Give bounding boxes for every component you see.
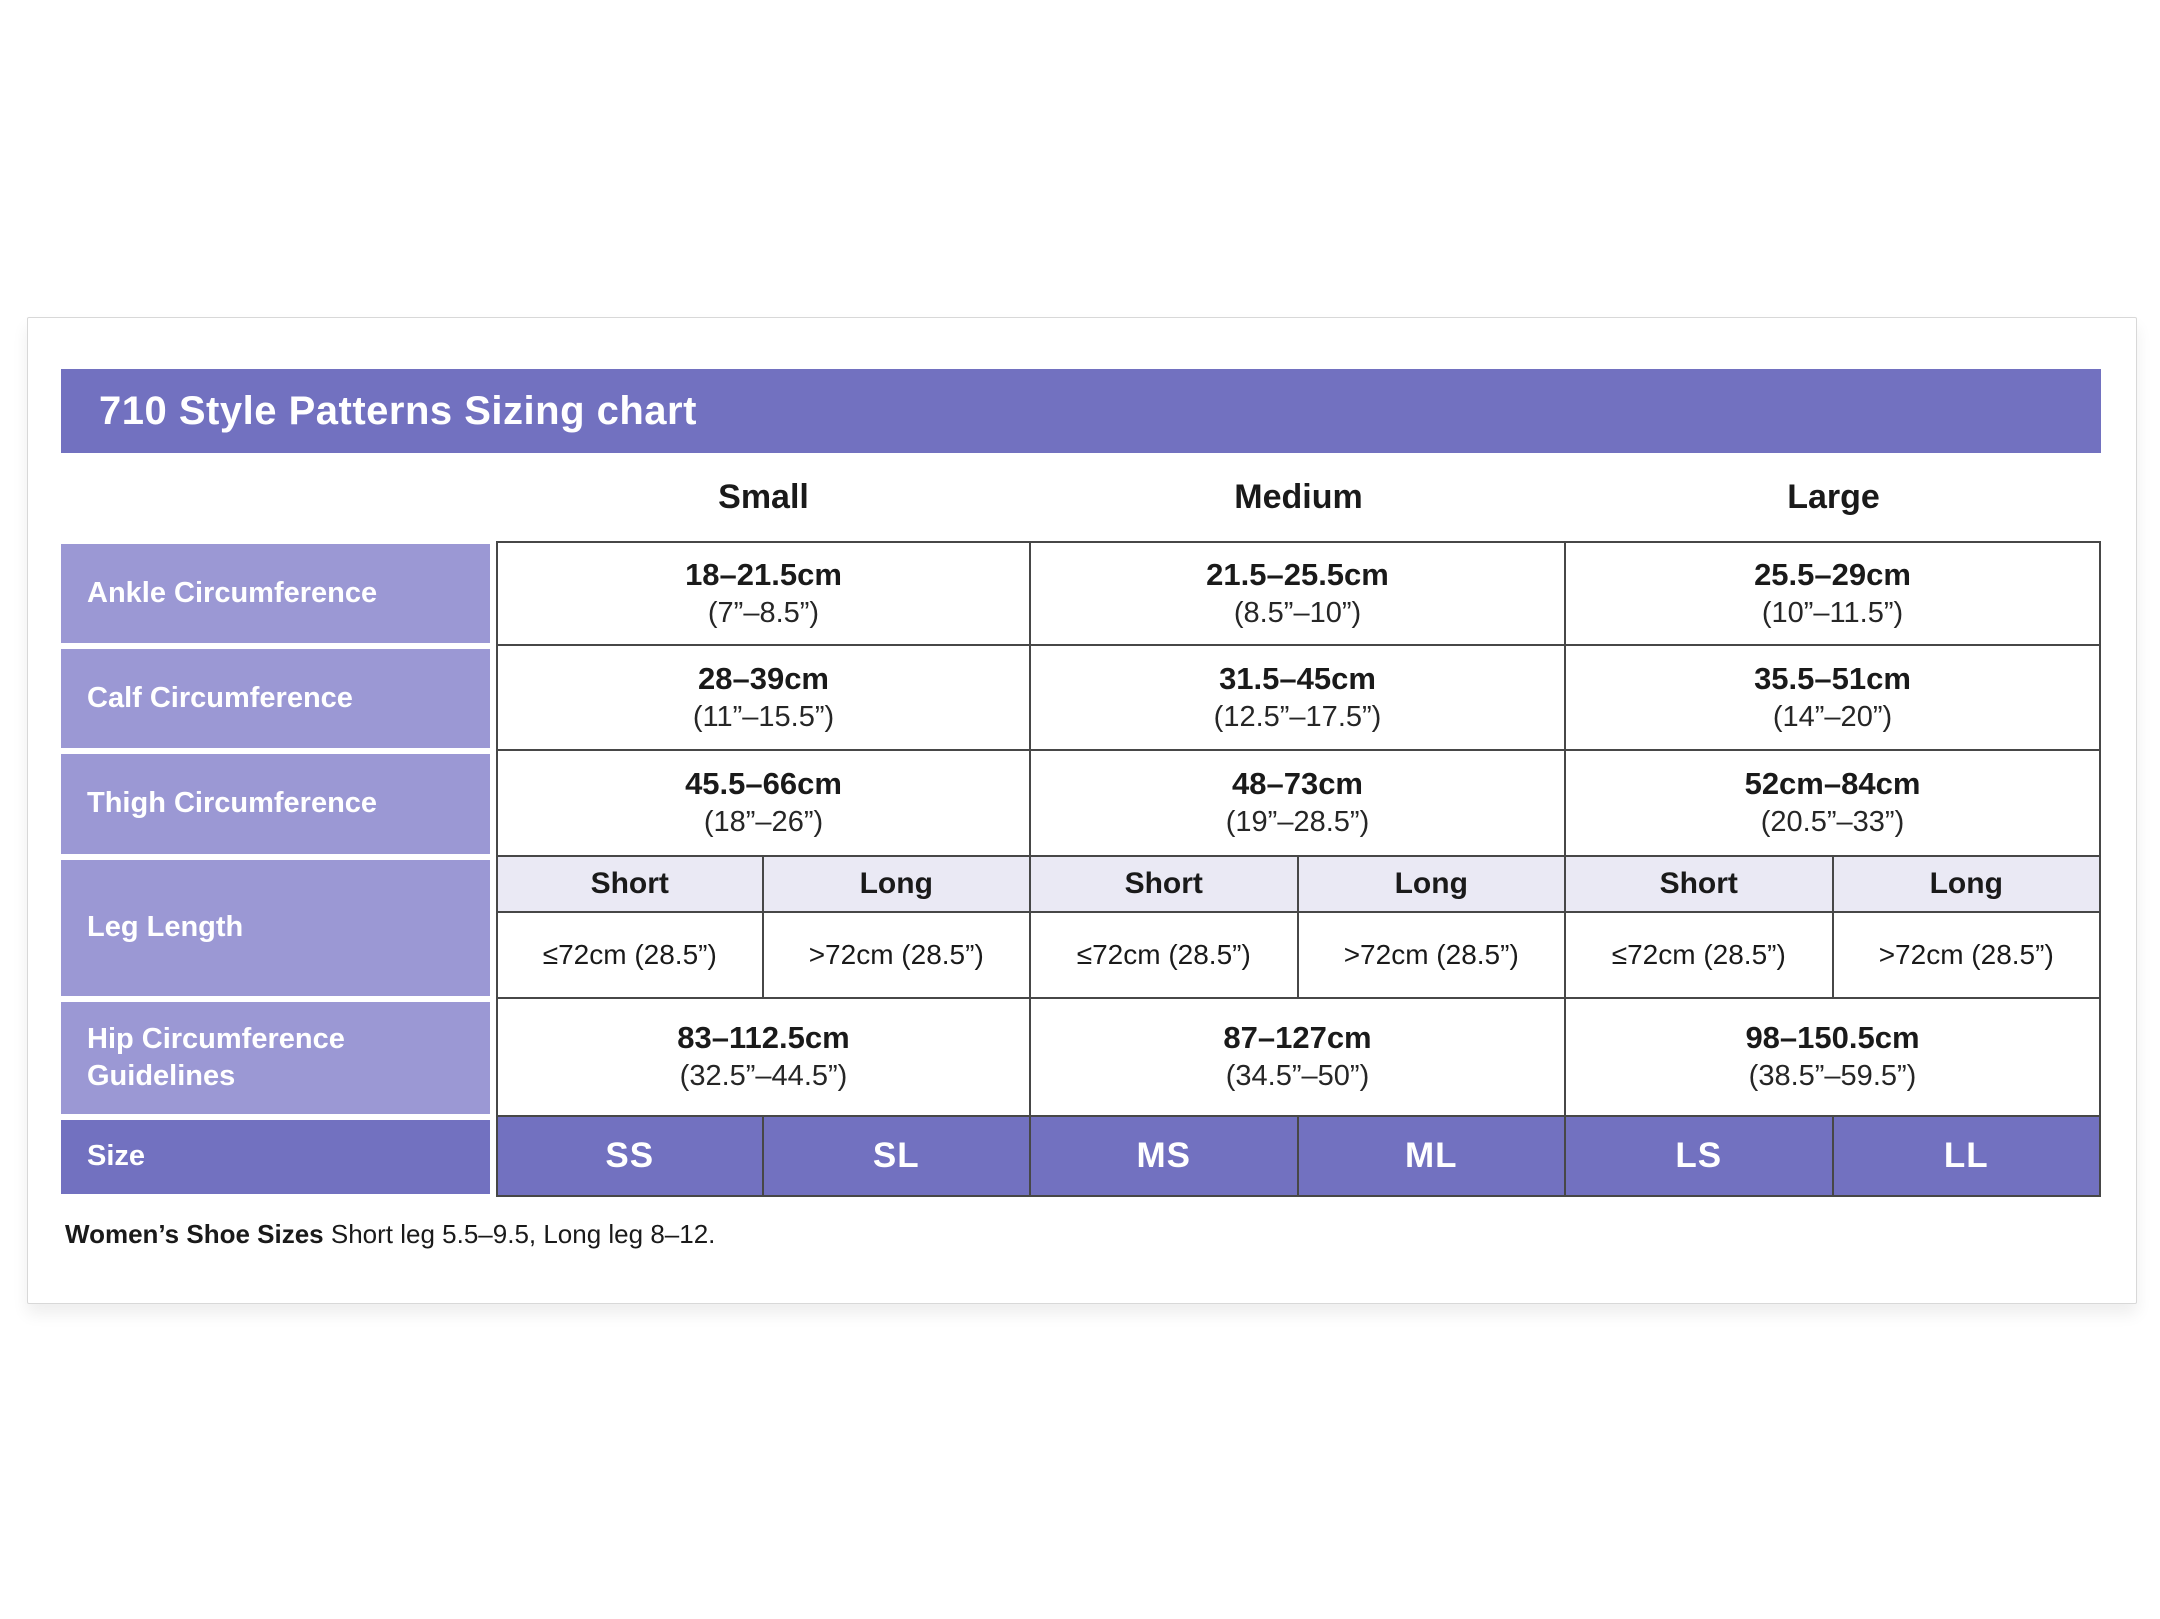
row-label-hip: Hip Circumference Guidelines (61, 999, 496, 1117)
chart-title: 710 Style Patterns Sizing chart (99, 388, 697, 433)
size-code-ls: LS (1566, 1117, 1834, 1197)
thigh-large-in: (20.5”–33”) (1760, 806, 1905, 839)
thigh-medium-cell: 48–73cm (19”–28.5”) (1031, 751, 1566, 857)
leg-subheader-small-long: Long (763, 857, 1031, 913)
thigh-small-in: (18”–26”) (703, 806, 824, 839)
sizing-table: Small Medium Large Ankle Circumference 1… (61, 453, 2101, 1197)
ankle-small-cell: 18–21.5cm (7”–8.5”) (496, 541, 1031, 646)
ankle-small-cm: 18–21.5cm (685, 556, 842, 592)
hip-medium-cell: 87–127cm (34.5”–50”) (1031, 999, 1566, 1117)
hip-small-cm: 83–112.5cm (677, 1020, 850, 1055)
leg-value-small-long: >72cm (28.5”) (763, 913, 1031, 999)
ankle-medium-cell: 21.5–25.5cm (8.5”–10”) (1031, 541, 1566, 646)
hip-large-cm: 98–150.5cm (1745, 1020, 1920, 1055)
calf-medium-cm: 31.5–45cm (1219, 660, 1376, 696)
footnote-text: Short leg 5.5–9.5, Long leg 8–12. (323, 1219, 716, 1249)
calf-large-in: (14”–20”) (1772, 700, 1893, 733)
ankle-small-in: (7”–8.5”) (707, 596, 820, 629)
size-code-ml: ML (1298, 1117, 1566, 1197)
leg-subheader-medium-long: Long (1298, 857, 1566, 913)
calf-small-cm: 28–39cm (697, 660, 829, 696)
thigh-small-cm: 45.5–66cm (685, 766, 842, 801)
size-code-ms: MS (1031, 1117, 1299, 1197)
row-label-thigh: Thigh Circumference (61, 751, 496, 857)
leg-value-large-long: >72cm (28.5”) (1833, 913, 2101, 999)
sizing-chart-content: 710 Style Patterns Sizing chart Small Me… (61, 369, 2101, 1250)
row-label-leg-length: Leg Length (61, 857, 496, 999)
ankle-large-in: (10”–11.5”) (1761, 596, 1904, 629)
calf-small-in: (11”–15.5”) (692, 700, 835, 733)
hip-large-in: (38.5”–59.5”) (1748, 1060, 1917, 1093)
ankle-medium-in: (8.5”–10”) (1233, 596, 1362, 629)
shoe-sizes-footnote: Women’s Shoe Sizes Short leg 5.5–9.5, Lo… (61, 1219, 2101, 1250)
hip-large-cell: 98–150.5cm (38.5”–59.5”) (1566, 999, 2101, 1117)
calf-large-cm: 35.5–51cm (1754, 660, 1911, 696)
ankle-large-cell: 25.5–29cm (10”–11.5”) (1566, 541, 2101, 646)
leg-subheader-large-long: Long (1833, 857, 2101, 913)
row-label-calf: Calf Circumference (61, 646, 496, 751)
leg-subheader-large-short: Short (1566, 857, 1834, 913)
row-label-size: Size (61, 1117, 496, 1197)
size-code-ss: SS (496, 1117, 764, 1197)
hip-medium-cm: 87–127cm (1223, 1020, 1372, 1055)
thigh-medium-cm: 48–73cm (1231, 766, 1363, 801)
thigh-large-cm: 52cm–84cm (1744, 766, 1921, 801)
size-header-large: Large (1566, 453, 2101, 541)
leg-value-large-short: ≤72cm (28.5”) (1566, 913, 1834, 999)
calf-medium-in: (12.5”–17.5”) (1213, 700, 1382, 733)
footnote-bold-label: Women’s Shoe Sizes (65, 1219, 324, 1249)
hip-medium-in: (34.5”–50”) (1225, 1060, 1370, 1093)
size-code-ll: LL (1833, 1117, 2101, 1197)
calf-small-cell: 28–39cm (11”–15.5”) (496, 646, 1031, 751)
calf-large-cell: 35.5–51cm (14”–20”) (1566, 646, 2101, 751)
size-header-medium: Medium (1031, 453, 1566, 541)
leg-value-medium-long: >72cm (28.5”) (1298, 913, 1566, 999)
leg-value-medium-short: ≤72cm (28.5”) (1031, 913, 1299, 999)
size-header-small: Small (496, 453, 1031, 541)
thigh-small-cell: 45.5–66cm (18”–26”) (496, 751, 1031, 857)
thigh-large-cell: 52cm–84cm (20.5”–33”) (1566, 751, 2101, 857)
ankle-medium-cm: 21.5–25.5cm (1206, 556, 1389, 592)
row-label-ankle: Ankle Circumference (61, 541, 496, 646)
sizing-chart-card: 710 Style Patterns Sizing chart Small Me… (27, 317, 2137, 1304)
size-code-sl: SL (763, 1117, 1031, 1197)
calf-medium-cell: 31.5–45cm (12.5”–17.5”) (1031, 646, 1566, 751)
hip-small-cell: 83–112.5cm (32.5”–44.5”) (496, 999, 1031, 1117)
thigh-medium-in: (19”–28.5”) (1225, 806, 1370, 839)
leg-subheader-small-short: Short (496, 857, 764, 913)
leg-value-small-short: ≤72cm (28.5”) (496, 913, 764, 999)
ankle-large-cm: 25.5–29cm (1754, 556, 1911, 592)
hip-small-in: (32.5”–44.5”) (679, 1060, 848, 1093)
header-spacer (61, 453, 496, 541)
leg-subheader-medium-short: Short (1031, 857, 1299, 913)
chart-title-bar: 710 Style Patterns Sizing chart (61, 369, 2101, 453)
